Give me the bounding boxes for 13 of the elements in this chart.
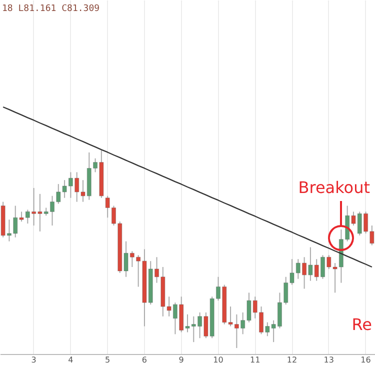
- annotation: Re: [352, 315, 372, 334]
- x-tick-label: 13: [324, 356, 334, 364]
- x-tick-label: 16: [360, 356, 371, 364]
- x-tick-label: 11: [250, 356, 260, 364]
- x-tick-label: 3: [31, 356, 36, 364]
- annotation: Breakout: [298, 178, 370, 197]
- x-tick-label: 10: [213, 356, 224, 364]
- x-tick-label: 12: [286, 356, 298, 364]
- x-tick-label: 9: [178, 356, 184, 364]
- text: 18 L81.161 C81.309: [2, 4, 100, 14]
- x-tick-label: 6: [142, 356, 148, 364]
- x-tick-label: 4: [68, 356, 74, 364]
- x-tick-label: 5: [105, 356, 110, 364]
